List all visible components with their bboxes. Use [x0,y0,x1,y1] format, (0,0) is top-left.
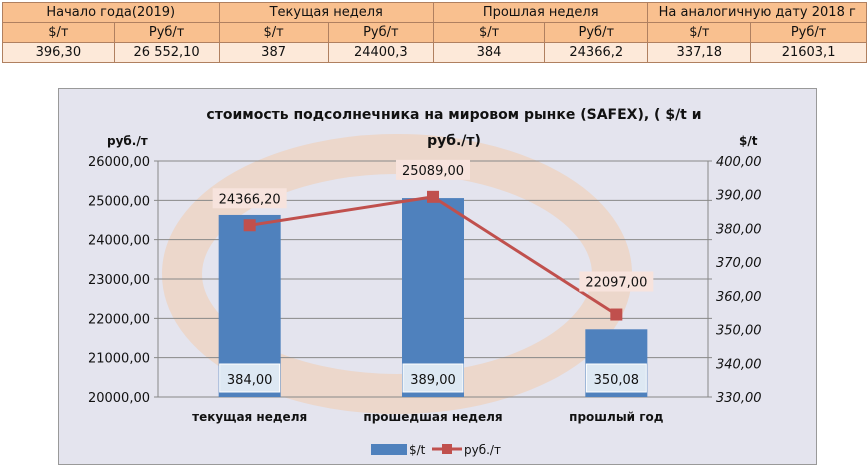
unit-header: $/т [2,22,115,43]
right-tick-label: 370,00 [716,256,762,271]
left-axis-label: руб./т [107,134,148,148]
bar-label-box [219,363,281,393]
line-marker [427,190,439,203]
legend-bar-label: $/t [409,443,426,457]
right-axis-label: $/t [739,134,758,148]
line-data-label: 22097,00 [585,276,647,291]
bar-label-box [402,363,464,393]
value-cell: 396,30 [2,42,115,63]
bar-data-label: 389,00 [410,373,456,388]
unit-header: $/т [218,22,329,43]
line-data-label: 25089,00 [402,164,464,179]
chart: стоимость подсолнечника на мировом рынке… [58,88,817,465]
category-label: текущая неделя [192,410,307,424]
line-label-box [396,159,470,180]
unit-header: $/т [432,22,546,43]
line-data-label: 24366,20 [219,192,281,207]
unit-header: $/т [647,22,752,43]
category-label: прошлый год [569,410,664,424]
price-table: Начало года(2019) Текущая неделя Прошлая… [2,2,867,63]
line-label-box [212,188,287,209]
legend-line-marker [442,444,452,454]
bar-label-box [585,363,647,393]
bar-data-label: 350,08 [594,373,640,388]
value-cell: 384 [432,42,546,63]
bar-data-label: 384,00 [227,373,273,388]
unit-header-row: $/т Руб/т $/т Руб/т $/т Руб/т $/т Руб/т [2,22,867,43]
left-tick-label: 20000,00 [88,391,150,406]
left-tick-label: 24000,00 [88,234,150,249]
chart-title: стоимость подсолнечника на мировом рынке… [206,107,701,123]
line-marker [610,308,623,321]
legend-line-label: руб./т [464,443,501,457]
group-header: Текущая неделя [218,2,434,23]
line-label-box [579,271,654,292]
category-label: прошедшая неделя [363,410,502,424]
right-tick-label: 350,00 [716,324,762,339]
value-cell: 387 [218,42,329,63]
group-header: На аналогичную дату 2018 г [647,2,867,23]
right-tick-label: 400,00 [716,155,762,170]
unit-header: Руб/т [544,22,649,43]
right-tick-label: 360,00 [716,290,762,305]
value-cell: 24400,3 [327,42,434,63]
right-tick-label: 380,00 [716,222,762,237]
group-header: Начало года(2019) [2,2,220,23]
chart-title-line2: руб./т) [427,133,481,149]
value-cell: 21603,1 [750,42,867,63]
right-tick-label: 340,00 [716,357,762,372]
values-row: 396,30 26 552,10 387 24400,3 384 24366,2… [2,42,867,63]
line-marker [243,219,256,232]
left-tick-label: 22000,00 [88,312,150,327]
left-tick-label: 21000,00 [88,352,150,367]
value-cell: 24366,2 [544,42,649,63]
right-tick-label: 330,00 [716,391,762,406]
group-header-row: Начало года(2019) Текущая неделя Прошлая… [2,2,867,23]
right-tick-label: 390,00 [716,189,762,204]
legend-bar-swatch [371,444,407,455]
unit-header: Руб/т [327,22,434,43]
left-tick-label: 23000,00 [88,273,150,288]
group-header: Прошлая неделя [432,2,649,23]
legend: $/t руб./т [371,443,501,457]
unit-header: Руб/т [113,22,220,43]
left-tick-label: 26000,00 [88,155,150,170]
unit-header: Руб/т [750,22,867,43]
left-tick-label: 25000,00 [88,194,150,209]
value-cell: 26 552,10 [113,42,220,63]
value-cell: 337,18 [647,42,752,63]
